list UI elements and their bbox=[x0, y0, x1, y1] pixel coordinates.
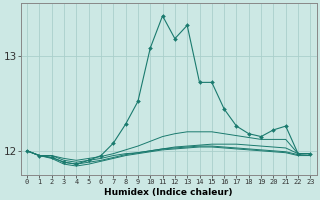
X-axis label: Humidex (Indice chaleur): Humidex (Indice chaleur) bbox=[104, 188, 233, 197]
